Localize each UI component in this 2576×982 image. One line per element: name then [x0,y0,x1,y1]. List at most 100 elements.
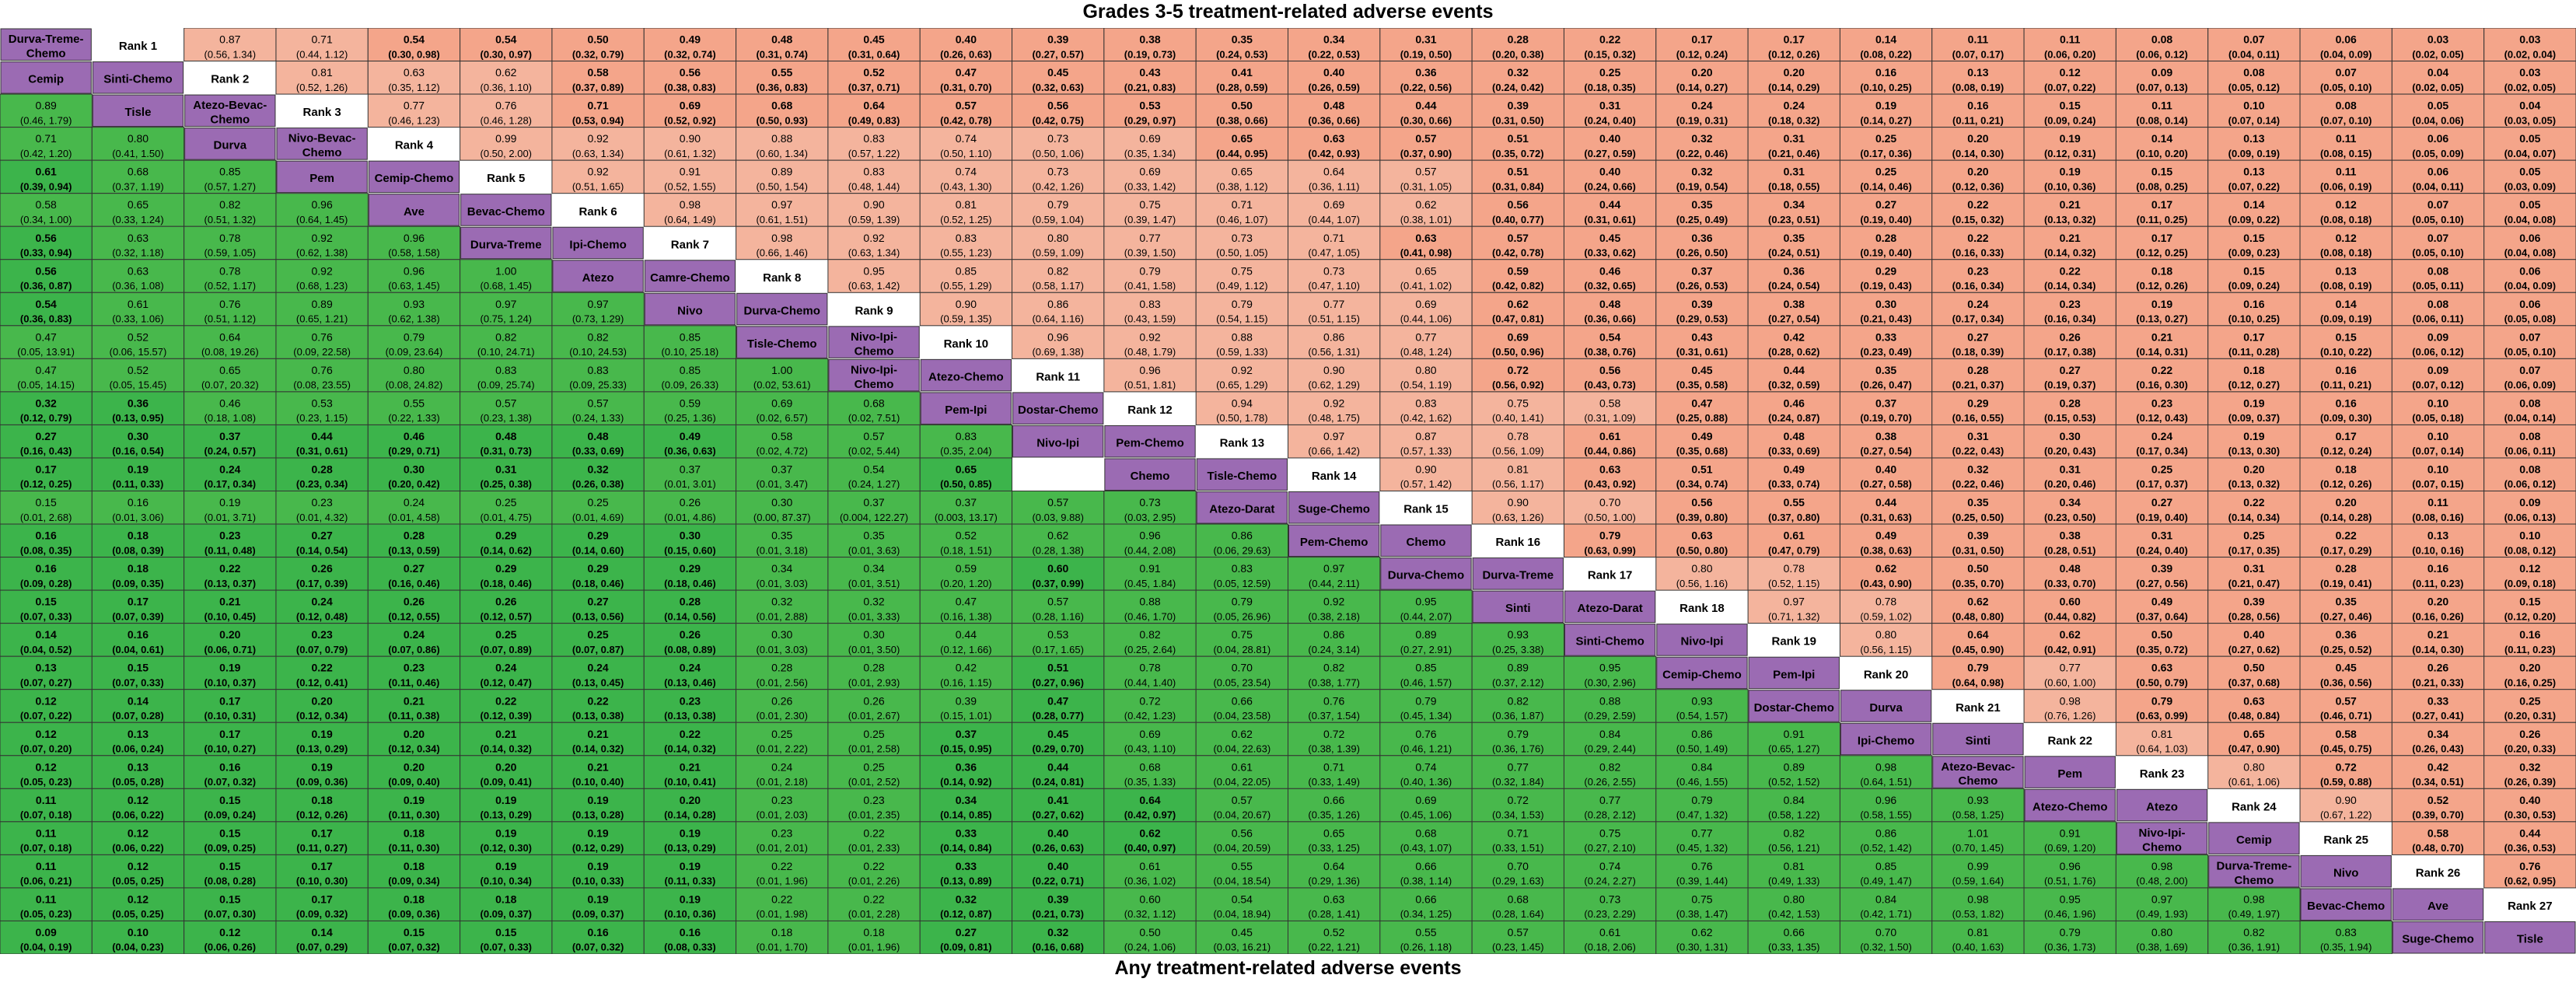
lower-cell-value: 0.27 [312,529,333,542]
upper-cell-ci: (0.44, 1.07) [1308,214,1360,225]
lower-cell-ci: (0.18, 0.46) [664,578,716,589]
lower-cell-ci: (0.05, 23.54) [1213,676,1271,688]
lower-cell-ci: (0.10, 25.18) [662,346,719,358]
upper-cell [460,127,553,161]
upper-cell [1379,391,1473,425]
upper-cell-ci: (0.64, 0.98) [1952,676,2005,688]
lower-cell-value: 0.66 [1784,926,1805,938]
lower-cell-ci: (0.30, 2.96) [1584,676,1636,688]
treatment-label-bottom [920,392,1012,425]
upper-cell-value: 0.33 [2427,694,2448,707]
upper-cell [919,225,1013,260]
lower-cell [1747,854,1840,889]
lower-cell-ci: (0.32, 1.50) [1860,942,1912,953]
lower-cell-value: 0.98 [1875,760,1896,773]
lower-cell-value: 0.89 [1508,662,1529,674]
upper-cell [2483,93,2576,128]
upper-cell-ci: (0.56, 0.92) [1492,379,1544,391]
upper-cell-value: 0.62 [1508,298,1529,310]
lower-cell-value: 0.36 [128,397,149,409]
lower-cell [275,325,369,359]
lower-cell [1655,887,1749,921]
rank-label-bottom: Rank 1 [119,40,157,53]
lower-cell-ci: (0.10, 0.31) [204,710,257,722]
lower-cell [643,557,737,591]
upper-cell-ci: (0.19, 0.40) [2136,512,2188,523]
lower-cell [367,491,461,525]
lower-cell [1288,854,1381,889]
rank-label-bottom: Rank 3 [303,106,341,119]
lower-cell-ci: (0.47, 1.32) [1676,809,1728,821]
lower-cell-value: 0.48 [495,430,516,442]
lower-cell-ci: (0.49, 1.97) [2228,908,2281,920]
lower-cell-value: 0.16 [587,926,608,938]
lower-cell [460,391,553,425]
lower-cell-ci: (0.11, 0.46) [389,676,440,688]
upper-cell-value: 0.76 [2519,860,2540,872]
lower-cell-value: 0.19 [404,794,425,806]
lower-cell-value: 0.37 [771,463,792,476]
upper-cell [1839,457,1933,492]
lower-cell-ci: (0.68, 1.23) [296,280,348,292]
upper-cell-ci: (0.35, 0.68) [1676,446,1728,457]
lower-cell [1379,920,1473,954]
upper-cell-ci: (0.07, 0.15) [2412,478,2464,490]
lower-cell-value: 0.96 [312,198,333,211]
lower-cell-ci: (0.003, 13.17) [935,512,998,523]
lower-cell-ci: (0.36, 1.73) [2044,942,2096,953]
lower-cell-value: 0.12 [36,760,57,773]
upper-cell-ci: (0.19, 0.50) [1400,48,1452,60]
lower-cell [1012,655,1105,690]
upper-cell [1655,225,1749,260]
lower-cell-value: 0.63 [1323,893,1344,905]
lower-cell-ci: (0.11, 0.33) [113,478,164,490]
upper-cell-ci: (0.66, 1.46) [756,246,808,258]
lower-cell-value: 0.33 [956,860,977,872]
lower-cell-ci: (0.10, 0.45) [204,610,257,622]
lower-cell-value: 0.26 [312,562,333,575]
upper-cell [1931,457,2025,492]
upper-cell-ci: (0.43, 0.73) [1584,379,1636,391]
upper-cell-ci: (0.63, 0.99) [1584,544,1636,556]
lower-cell-ci: (0.10, 0.41) [664,776,716,788]
upper-cell [1931,655,2025,690]
lower-cell-ci: (0.03, 16.21) [1213,942,1271,953]
lower-cell-ci: (0.23, 1.38) [481,412,533,424]
lower-cell-value: 0.11 [36,860,57,872]
lower-cell [736,358,829,393]
upper-cell-ci: (0.10, 0.36) [2044,180,2096,192]
lower-cell [275,292,369,327]
lower-cell-ci: (0.32, 1.12) [1124,908,1176,920]
lower-cell-ci: (0.31, 0.61) [296,446,348,457]
lower-cell [2207,920,2301,954]
upper-cell-ci: (0.50, 2.00) [481,148,533,159]
upper-cell-value: 0.21 [2151,330,2172,343]
rank-label-bottom: Rank 22 [2047,734,2092,747]
lower-cell [367,655,461,690]
lower-cell-value: 0.17 [128,596,149,608]
lower-cell-value: 0.66 [1415,860,1436,872]
lower-cell [827,920,921,954]
upper-cell-value: 0.71 [587,100,608,112]
upper-cell-ci: (0.24, 0.40) [2136,544,2188,556]
lower-cell-ci: (0.09, 0.24) [204,809,257,821]
upper-cell-value: 0.15 [2243,264,2264,277]
treatment-label [276,128,368,160]
upper-cell-ci: (0.06, 0.11) [2504,446,2556,457]
lower-cell-value: 0.24 [495,662,516,674]
lower-cell-ci: (0.10, 0.27) [204,743,257,755]
treatment-label-text: Ave [2427,900,2448,913]
treatment-label-text: Sinti-Chemo [103,73,172,86]
lower-cell [91,623,185,657]
upper-cell-value: 0.63 [2151,662,2172,674]
lower-cell-value: 0.76 [1691,860,1712,872]
lower-cell [0,93,93,128]
lower-cell-value: 0.86 [1323,628,1344,641]
upper-cell [1839,61,1933,95]
lower-cell-ci: (0.13, 0.37) [204,578,257,589]
lower-cell-value: 0.32 [863,596,884,608]
lower-cell-value: 0.18 [128,562,149,575]
upper-cell-value: 0.20 [2427,596,2448,608]
upper-cell-ci: (0.20, 0.46) [2044,478,2096,490]
rank-label-bottom: Rank 25 [2323,833,2368,847]
